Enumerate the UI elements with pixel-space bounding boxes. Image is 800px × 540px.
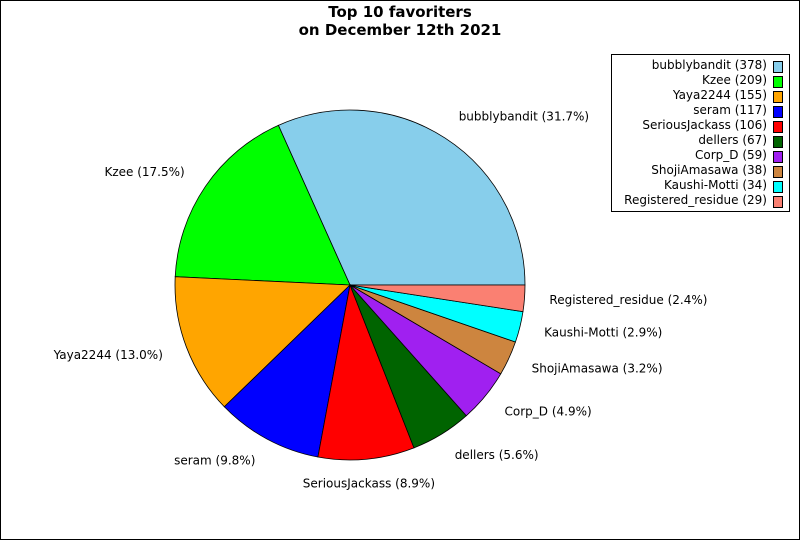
legend-label: Kzee (209) [701, 73, 767, 87]
slice-label-0: bubblybandit (31.7%) [459, 110, 589, 124]
legend-item-4: SeriousJackass (106) [612, 115, 789, 135]
pie-slice-2 [174, 276, 351, 408]
legend-swatch [773, 151, 783, 163]
legend-item-0: bubblybandit (378) [612, 55, 789, 75]
slice-label-5: dellers (5.6%) [455, 448, 539, 462]
pie-slice-9 [349, 284, 526, 313]
chart-subtitle: on December 12th 2021 [298, 21, 502, 39]
legend-label: bubblybandit (378) [651, 58, 767, 72]
legend-label: ShojiAmasawa (38) [651, 163, 767, 177]
legend-item-2: Yaya2244 (155) [612, 85, 789, 105]
legend-label: seram (117) [693, 103, 767, 117]
slice-label-4: SeriousJackass (8.9%) [303, 477, 435, 491]
legend-swatch [773, 76, 783, 88]
legend-item-5: dellers (67) [612, 130, 789, 150]
slice-label-7: ShojiAmasawa (3.2%) [532, 361, 663, 375]
legend-label: Corp_D (59) [695, 148, 767, 162]
pie-slices [174, 109, 526, 461]
slice-label-3: seram (9.8%) [174, 454, 255, 468]
legend-item-1: Kzee (209) [612, 70, 789, 90]
legend-item-9: Registered_residue (29) [612, 190, 789, 210]
legend-swatch [773, 136, 783, 148]
legend-swatch [773, 196, 783, 208]
legend-label: Kaushi-Motti (34) [663, 178, 767, 192]
legend-swatch [773, 121, 783, 133]
legend-item-8: Kaushi-Motti (34) [612, 175, 789, 195]
legend-item-6: Corp_D (59) [612, 145, 789, 165]
slice-label-2: Yaya2244 (13.0%) [53, 348, 163, 362]
chart-title-block: Top 10 favoriters on December 12th 2021 [0, 3, 800, 39]
pie-labels: bubblybandit (31.7%) Kzee (17.5%) Yaya2244… [53, 110, 708, 491]
legend-label: Registered_residue (29) [624, 193, 767, 207]
legend-label: dellers (67) [698, 133, 767, 147]
pie-slice-0 [277, 109, 526, 286]
legend-swatch [773, 181, 783, 193]
slice-label-1: Kzee (17.5%) [104, 165, 184, 179]
legend-swatch [773, 61, 783, 73]
legend-swatch [773, 106, 783, 118]
legend-swatch [773, 166, 783, 178]
slice-label-8: Kaushi-Motti (2.9%) [544, 326, 662, 340]
pie-slice-4 [317, 283, 415, 461]
legend-item-3: seram (117) [612, 100, 789, 120]
slice-label-6: Corp_D (4.9%) [505, 405, 592, 419]
slice-label-9: Registered_residue (2.4%) [549, 293, 707, 307]
chart-title: Top 10 favoriters [328, 3, 472, 21]
legend: bubblybandit (378) Kzee (209) Yaya2244 (15… [611, 54, 790, 212]
pie-slice-1 [174, 124, 351, 286]
pie-slice-3 [223, 283, 351, 458]
legend-label: Yaya2244 (155) [672, 88, 767, 102]
legend-label: SeriousJackass (106) [642, 118, 767, 132]
legend-item-7: ShojiAmasawa (38) [612, 160, 789, 180]
legend-swatch [773, 91, 783, 103]
